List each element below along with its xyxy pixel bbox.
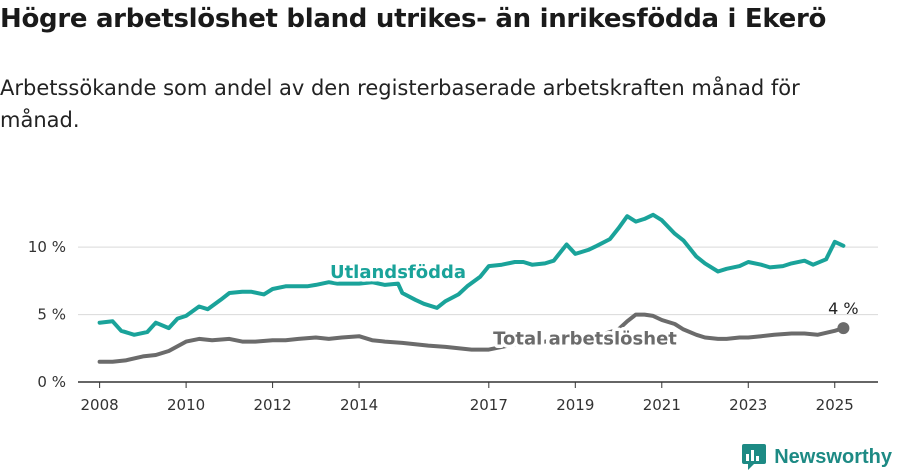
y-axis-ticks: 0 % 5 % 10 % xyxy=(28,238,66,391)
x-tick-label: 2023 xyxy=(729,396,767,414)
y-tick-label: 0 % xyxy=(37,373,66,391)
brand-name: Newsworthy xyxy=(774,445,892,468)
label-total-halo: Total arbetslöshet xyxy=(493,328,677,349)
series-line-utlandsfodda xyxy=(97,212,846,337)
label-utlandsfodda-halo: Utlandsfödda xyxy=(330,262,466,283)
x-tick-label: 2017 xyxy=(470,396,508,414)
x-tick-label: 2025 xyxy=(816,396,854,414)
x-tick-label: 2010 xyxy=(167,396,205,414)
label-utlandsfodda: Utlandsfödda xyxy=(330,262,466,283)
label-total: Total arbetslöshet xyxy=(493,328,677,349)
end-point-marker xyxy=(837,322,850,335)
gridlines xyxy=(78,246,878,316)
y-tick-label: 5 % xyxy=(37,306,66,324)
x-tick-label: 2021 xyxy=(643,396,681,414)
chart-subtitle: Arbetssökande som andel av den registerb… xyxy=(0,76,800,132)
end-value-label: 4 % xyxy=(828,299,858,318)
y-tick-label: 10 % xyxy=(28,238,66,256)
chart-title: Högre arbetslöshet bland utrikes- än inr… xyxy=(0,4,827,34)
x-tick-label: 2014 xyxy=(340,396,378,414)
x-tick-label: 2008 xyxy=(81,396,119,414)
x-tick-label: 2019 xyxy=(556,396,594,414)
newsworthy-logo[interactable]: Newsworthy xyxy=(742,444,892,470)
series-line-total xyxy=(97,312,846,364)
series-lines xyxy=(97,212,850,364)
newsworthy-icon xyxy=(742,444,767,470)
x-tick-label: 2012 xyxy=(254,396,292,414)
x-axis: 2008 2010 2012 2014 2017 2019 2021 2023 2025 xyxy=(78,381,878,414)
